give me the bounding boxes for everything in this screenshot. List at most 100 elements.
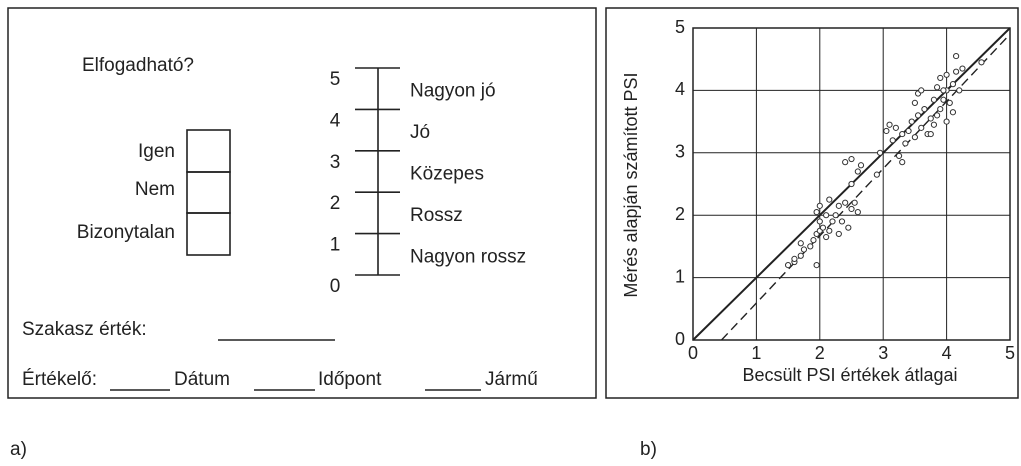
point xyxy=(940,96,947,103)
x-tick-label: 4 xyxy=(942,343,952,363)
reference-line xyxy=(721,33,1011,341)
footer-label: Időpont xyxy=(318,369,382,390)
scale-label: Rossz xyxy=(410,205,463,226)
point xyxy=(927,130,934,138)
point xyxy=(943,71,950,78)
point xyxy=(826,196,833,203)
y-tick-label: 5 xyxy=(675,17,685,37)
point xyxy=(895,152,903,160)
point xyxy=(886,121,893,128)
point xyxy=(848,155,855,163)
question: Elfogadható? xyxy=(82,55,194,76)
point xyxy=(876,149,884,156)
panel-label: a) xyxy=(10,439,27,460)
point xyxy=(873,171,880,178)
scale-number: 1 xyxy=(330,235,341,256)
option: Nem xyxy=(135,179,175,200)
point xyxy=(807,243,814,250)
point xyxy=(902,140,909,147)
point xyxy=(797,240,804,247)
checkbox xyxy=(186,171,231,214)
point xyxy=(842,159,849,166)
footer-label: Jármű xyxy=(485,369,538,390)
chart-frame xyxy=(605,7,1019,399)
point xyxy=(953,68,960,75)
y-tick-label: 4 xyxy=(675,79,685,99)
point xyxy=(848,205,855,213)
point xyxy=(914,112,922,119)
point xyxy=(848,180,855,188)
point xyxy=(908,118,915,125)
option: Igen xyxy=(138,141,175,162)
point xyxy=(911,134,919,141)
scale: 5 4 3 2 1 0 Nagyon jó Jó Közepes Rossz Nagyon ross… xyxy=(330,67,526,297)
point xyxy=(851,199,858,206)
point xyxy=(930,96,938,103)
point xyxy=(826,227,833,234)
point xyxy=(823,233,830,241)
point xyxy=(854,168,861,175)
point xyxy=(905,127,912,135)
point xyxy=(838,218,846,225)
point xyxy=(933,112,941,119)
point xyxy=(810,237,817,244)
point xyxy=(940,87,947,94)
point xyxy=(892,124,899,131)
x-axis-label: Becsült PSI értékek átlagai xyxy=(742,365,957,385)
point xyxy=(832,212,839,219)
x-tick-label: 0 xyxy=(688,343,698,363)
point xyxy=(933,84,941,91)
point xyxy=(835,202,842,209)
point xyxy=(813,262,820,269)
point xyxy=(819,224,827,231)
option: Bizonytalan xyxy=(77,222,175,243)
point xyxy=(785,262,792,269)
point xyxy=(921,106,928,113)
point xyxy=(854,208,861,216)
point xyxy=(930,121,938,128)
point xyxy=(797,252,804,259)
point xyxy=(813,208,820,216)
point xyxy=(918,124,925,131)
point xyxy=(835,230,842,238)
point xyxy=(946,99,953,106)
point xyxy=(911,99,919,106)
point xyxy=(918,87,925,94)
panel-label: b) xyxy=(640,439,657,460)
form-frame xyxy=(7,7,597,399)
point xyxy=(927,115,934,122)
point xyxy=(883,127,890,135)
point xyxy=(800,246,808,253)
scale-number: 4 xyxy=(330,110,341,131)
y-tick-label: 1 xyxy=(675,266,685,286)
scale-label: Nagyon rossz xyxy=(410,246,526,267)
point xyxy=(816,218,823,225)
point xyxy=(959,65,966,72)
point xyxy=(937,74,944,82)
section-value: Szakasz érték: xyxy=(22,319,147,340)
point xyxy=(953,52,960,60)
plot: 0 1 2 3 4 5 0 1 2 3 4 5 xyxy=(675,17,1015,363)
point xyxy=(845,224,852,231)
point xyxy=(899,130,906,138)
point xyxy=(956,87,963,94)
y-axis-label: Mérés alapján számított PSI xyxy=(621,72,641,297)
footer-label: Dátum xyxy=(174,369,230,390)
point xyxy=(978,59,985,66)
y-tick-label: 2 xyxy=(675,204,685,224)
x-tick-label: 3 xyxy=(878,343,888,363)
y-tick-label: 0 xyxy=(675,329,685,349)
scale-number: 2 xyxy=(330,193,341,214)
checkbox xyxy=(186,129,231,173)
footer-label: Értékelő: xyxy=(22,369,97,390)
scale-number: 5 xyxy=(330,69,341,90)
point xyxy=(937,106,944,113)
point xyxy=(899,159,906,166)
y-tick-label: 3 xyxy=(675,142,685,162)
scale-number: 3 xyxy=(330,152,341,173)
point xyxy=(943,118,950,125)
point xyxy=(823,212,830,219)
plot-border xyxy=(692,27,1011,341)
scale-label: Nagyon jó xyxy=(410,81,496,102)
